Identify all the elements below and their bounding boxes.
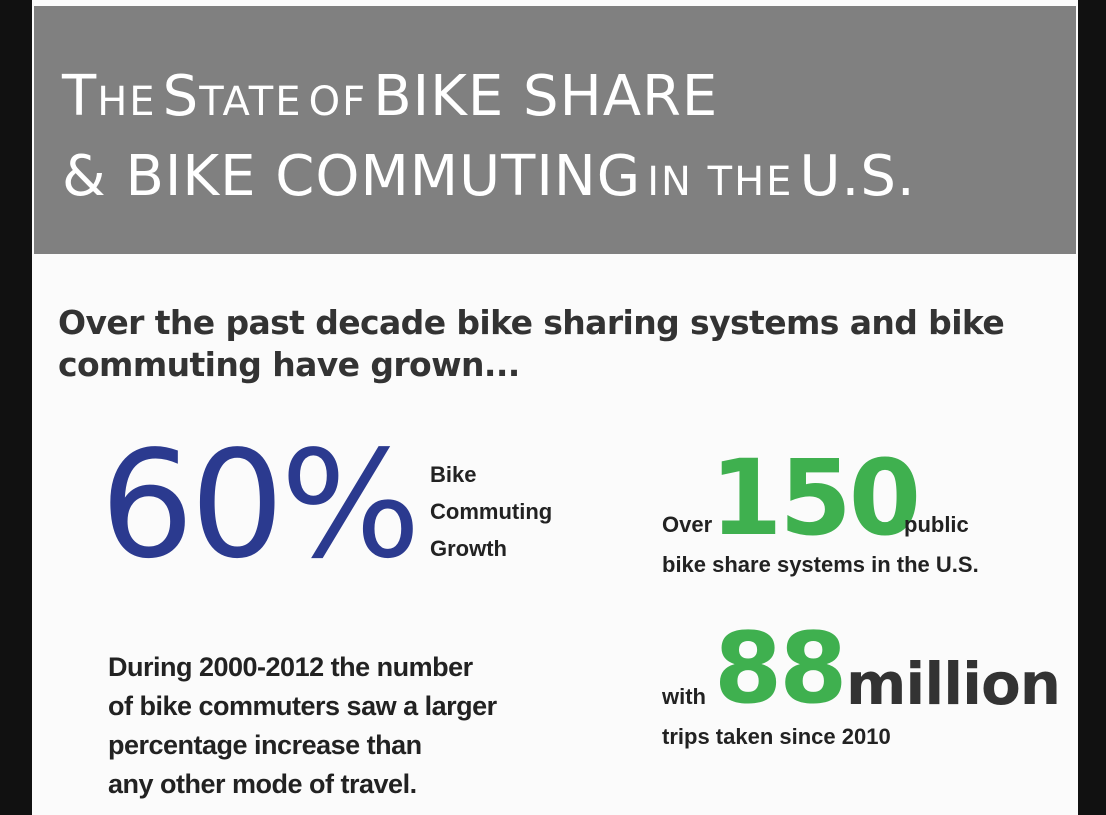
trips-count: 88 [714,612,847,726]
growth-label: Bike Commuting Growth [430,462,553,561]
title-in-the: IN THE [647,159,794,205]
title-us: U.S. [799,144,916,209]
growth-description: During 2000-2012 the number of bike comm… [108,652,497,799]
trips-prefix: with [662,684,706,709]
title-line-1: THE STATE OF BIKE SHARE [62,64,719,129]
growth-percentage: 60% [100,419,421,591]
title-line-2: & BIKE COMMUTING IN THE U.S. [62,144,916,209]
title-banner: THE STATE OF BIKE SHARE & BIKE COMMUTING… [34,6,1076,254]
title-word-of: OF [308,79,368,125]
title-bike-share: BIKE SHARE [373,64,719,129]
systems-prefix: Over [662,512,713,537]
systems-count: 150 [710,437,921,559]
title-word-the: T [62,64,98,129]
title-bike-commuting: & BIKE COMMUTING [62,144,642,209]
systems-suffix: public [904,512,969,537]
intro-text: Over the past decade bike sharing system… [58,303,1005,384]
trips-caption: trips taken since 2010 [662,724,891,749]
systems-caption: bike share systems in the U.S. [662,552,979,577]
trips-unit: million [846,650,1061,718]
